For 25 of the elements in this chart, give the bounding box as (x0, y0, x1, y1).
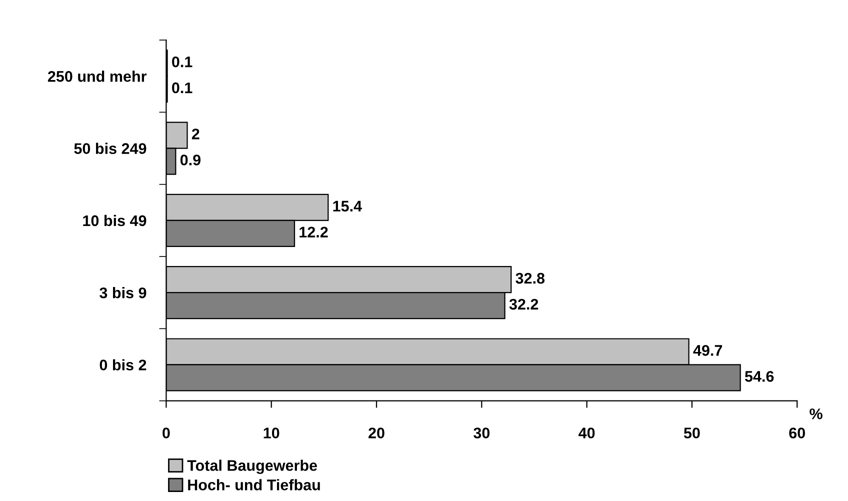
data-label: 2 (192, 128, 200, 140)
y-tick-label: 3 bis 9 (100, 287, 146, 298)
x-tick-label: 60 (789, 428, 805, 438)
data-label: 32.8 (516, 272, 545, 284)
data-label: 15.4 (333, 200, 362, 212)
legend-label: Hoch- und Tiefbau (188, 479, 320, 490)
data-label: 0.1 (172, 82, 192, 94)
x-tick-label: 10 (264, 428, 280, 438)
x-tick-label: 50 (684, 428, 700, 438)
legend-label: Total Baugewerbe (187, 460, 318, 474)
data-label: 32.2 (509, 298, 538, 310)
data-label: 12.2 (300, 226, 328, 238)
y-tick-label: 10 bis 49 (83, 214, 146, 226)
x-tick-label: 0 (162, 428, 170, 438)
data-label: 0.9 (180, 154, 201, 166)
x-axis-title: % (810, 408, 822, 420)
data-label: 0.1 (172, 56, 192, 68)
y-tick-label: 250 und mehr (48, 70, 147, 82)
data-label: 54.6 (744, 370, 774, 382)
y-tick-label: 50 bis 249 (74, 142, 146, 154)
y-tick-label: 0 bis 2 (100, 359, 146, 370)
x-tick-label: 20 (368, 428, 384, 438)
x-tick-label: 40 (578, 428, 595, 438)
x-tick-label: 30 (474, 428, 490, 438)
data-label: 49.7 (693, 345, 722, 356)
